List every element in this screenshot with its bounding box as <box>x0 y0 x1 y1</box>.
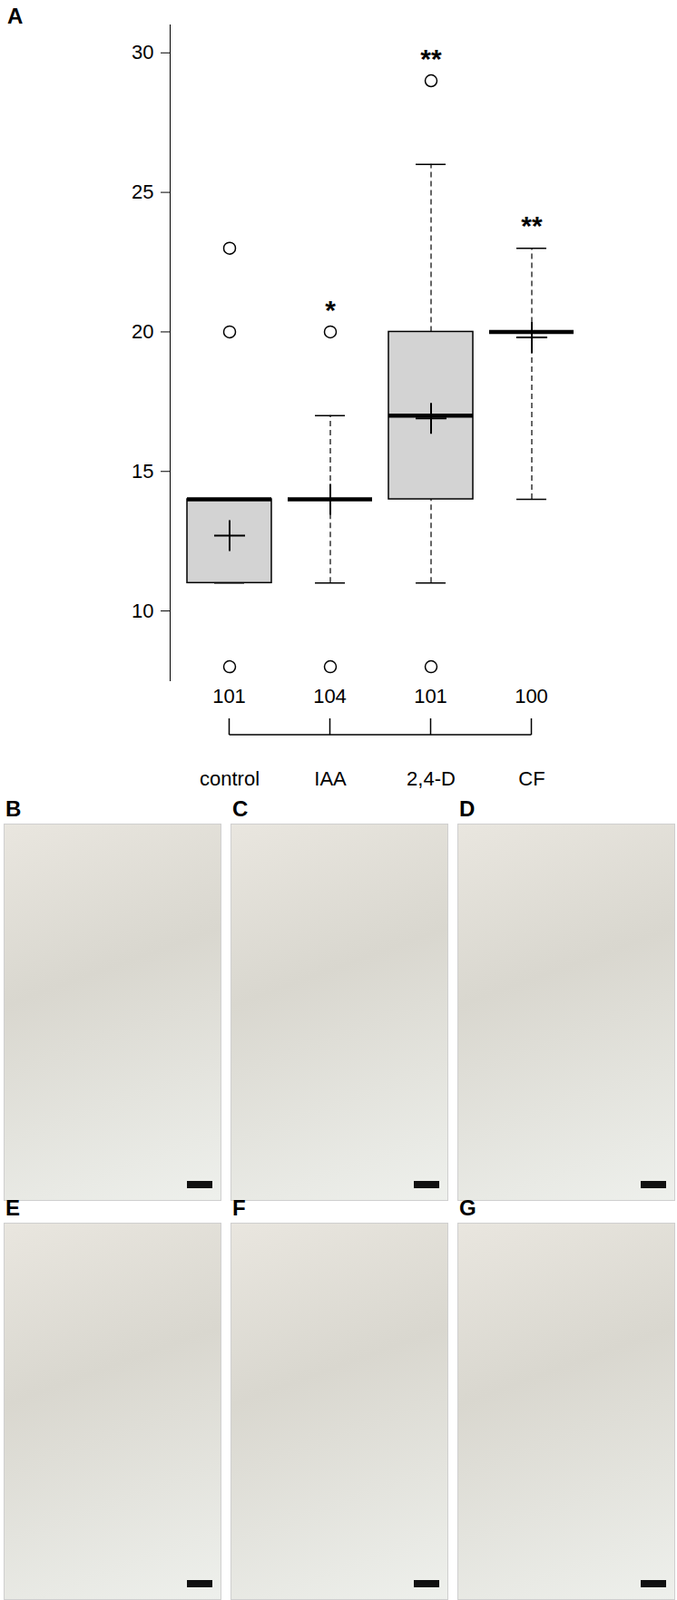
svg-text:CF: CF <box>518 767 545 791</box>
svg-text:100: 100 <box>514 685 549 708</box>
svg-text:101: 101 <box>413 685 448 708</box>
svg-text:20: 20 <box>131 320 154 344</box>
svg-text:30: 30 <box>131 40 154 64</box>
html-text:G: G <box>459 1196 477 1221</box>
svg-text:101: 101 <box>212 685 246 708</box>
html-text:F: F <box>232 1196 246 1221</box>
html-text:D: D <box>459 796 475 822</box>
html-text:A: A <box>7 3 23 29</box>
html-text:B: B <box>5 796 22 822</box>
svg-text:15: 15 <box>131 460 154 483</box>
svg-text:104: 104 <box>313 685 347 708</box>
svg-text:**: ** <box>520 210 543 241</box>
html-text:C: C <box>232 796 249 822</box>
svg-text:**: ** <box>420 43 442 74</box>
svg-text:IAA: IAA <box>313 767 347 791</box>
svg-text:2,4-D: 2,4-D <box>406 767 456 791</box>
svg-text:25: 25 <box>131 180 154 204</box>
svg-text:10: 10 <box>131 599 154 623</box>
html-text:E: E <box>5 1196 20 1221</box>
svg-text:control: control <box>199 767 260 791</box>
svg-text:*: * <box>324 294 336 325</box>
